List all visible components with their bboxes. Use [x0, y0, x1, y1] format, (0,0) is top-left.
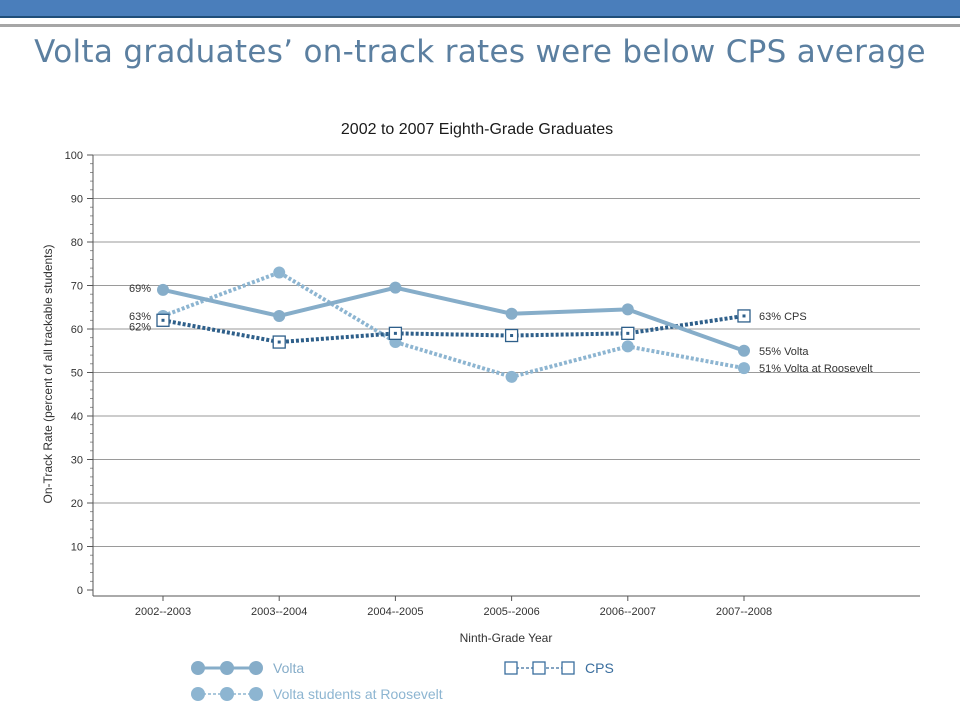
- y-tick-label: 70: [71, 281, 83, 293]
- y-tick-label: 50: [71, 368, 83, 380]
- x-tick-label: 2006--2007: [600, 606, 656, 618]
- x-tick-label: 2002--2003: [135, 606, 191, 618]
- y-tick-label: 60: [71, 324, 83, 336]
- legend-label: CPS: [585, 660, 614, 676]
- legend-label: Volta: [273, 660, 304, 676]
- data-point: [505, 370, 518, 383]
- start-value-label: 62%: [129, 321, 151, 333]
- data-point-center: [510, 334, 514, 338]
- data-point: [273, 266, 286, 279]
- data-point-center: [626, 331, 630, 335]
- series-line: [162, 313, 745, 345]
- top-divider: [0, 24, 960, 27]
- x-tick-label: 2005--2006: [483, 606, 539, 618]
- data-point-center: [161, 318, 165, 322]
- series-cps: 62% 63% CPS: [129, 309, 807, 349]
- data-point-center: [277, 340, 281, 344]
- x-tick-label: 2003--2004: [251, 606, 307, 618]
- y-tick-label: 20: [71, 498, 83, 510]
- data-point-center: [742, 314, 746, 318]
- legend-swatch-marker: [249, 661, 263, 675]
- series-group: 63% 51% Volta at Roosevelt 62% 63% CPS 69% 55…: [129, 266, 873, 383]
- start-value-label: 63%: [129, 311, 151, 323]
- slide-title: Volta graduates’ on-track rates were bel…: [34, 34, 926, 70]
- series-volta-students-at-roosevelt: 63% 51% Volta at Roosevelt: [129, 266, 873, 383]
- legend-item-cps: CPS: [504, 660, 614, 676]
- data-point: [157, 283, 169, 296]
- legend-swatch-marker: [561, 661, 575, 675]
- legend: Volta Volta students at Roosevelt CPS: [191, 660, 614, 702]
- end-value-label: 55% Volta: [759, 346, 809, 358]
- y-axis-label: On-Track Rate (percent of all trackable …: [41, 245, 55, 504]
- series-volta: 69% 55% Volta: [129, 281, 809, 358]
- end-value-label: 63% CPS: [759, 311, 807, 323]
- legend-swatch-marker: [532, 661, 546, 675]
- top-accent-bar: [0, 0, 960, 18]
- data-point-center: [393, 331, 397, 335]
- y-tick-label: 10: [71, 542, 83, 554]
- legend-item-volta: Volta: [191, 660, 304, 676]
- y-tick-label: 90: [71, 194, 83, 206]
- series-line: [162, 270, 745, 379]
- legend-swatch-marker: [220, 661, 234, 675]
- legend-swatch-marker: [504, 661, 518, 675]
- legend-swatch-marker: [220, 687, 234, 701]
- legend-swatch-marker: [191, 661, 205, 675]
- data-point: [505, 307, 518, 320]
- start-value-label: 69%: [129, 283, 151, 295]
- x-axis-label: Ninth-Grade Year: [460, 631, 553, 645]
- y-tick-label: 0: [77, 585, 83, 597]
- gridlines: [93, 154, 920, 547]
- y-tick-label: 80: [71, 237, 83, 249]
- legend-item-volta-students-at-roosevelt: Volta students at Roosevelt: [191, 686, 443, 702]
- data-point: [738, 344, 750, 357]
- chart-title: 2002 to 2007 Eighth-Grade Graduates: [341, 121, 613, 138]
- data-point: [389, 281, 402, 294]
- data-point: [273, 309, 286, 322]
- y-tick-label: 100: [65, 150, 83, 162]
- data-point: [621, 340, 634, 353]
- series-line: [162, 285, 745, 353]
- y-tick-label: 40: [71, 411, 83, 423]
- axes: 0 10 20 30 40 50 60 70 80 90 100 2002--2003 2003--20…: [65, 150, 920, 618]
- legend-label: Volta students at Roosevelt: [273, 686, 443, 702]
- data-point: [738, 362, 750, 375]
- legend-swatch-marker: [249, 687, 263, 701]
- x-tick-label: 2004--2005: [367, 606, 423, 618]
- y-tick-label: 30: [71, 455, 83, 467]
- data-point: [621, 303, 634, 316]
- x-tick-label: 2007--2008: [716, 606, 772, 618]
- end-value-label: 51% Volta at Roosevelt: [759, 363, 873, 375]
- legend-swatch-marker: [191, 687, 205, 701]
